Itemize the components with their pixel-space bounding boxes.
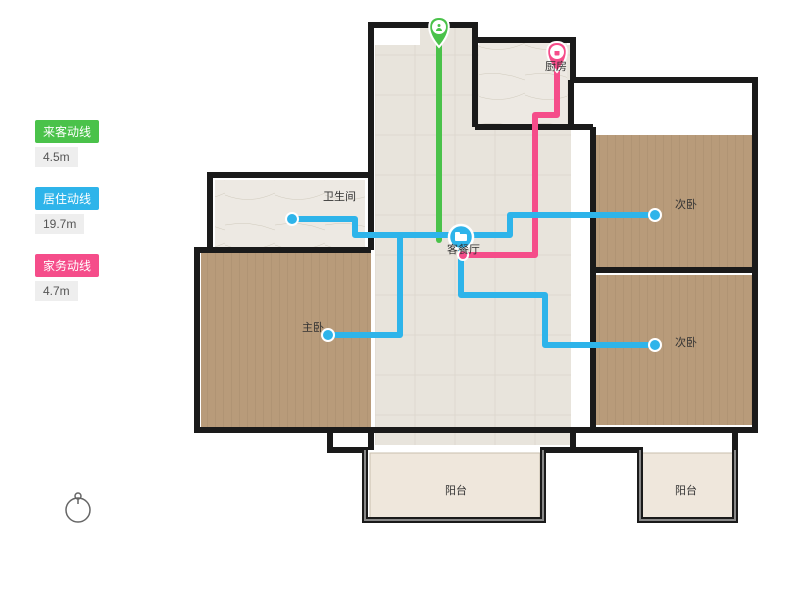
legend-housework: 家务动线 4.7m	[35, 254, 99, 301]
compass-icon	[60, 490, 96, 531]
svg-text:客餐厅: 客餐厅	[447, 242, 480, 256]
legend-living-value: 19.7m	[35, 214, 84, 234]
legend-housework-label: 家务动线	[35, 254, 99, 277]
legend-guest: 来客动线 4.5m	[35, 120, 99, 167]
legend-living: 居住动线 19.7m	[35, 187, 99, 234]
legend-guest-value: 4.5m	[35, 147, 78, 167]
legend-guest-label: 来客动线	[35, 120, 99, 143]
legend-living-label: 居住动线	[35, 187, 99, 210]
floorplan-svg: 厨房卫生间客餐厅主卧次卧次卧阳台阳台	[175, 15, 785, 575]
svg-text:阳台: 阳台	[675, 483, 697, 497]
svg-text:次卧: 次卧	[675, 197, 697, 211]
svg-text:厨房: 厨房	[545, 60, 567, 73]
svg-text:卫生间: 卫生间	[323, 189, 356, 203]
svg-text:次卧: 次卧	[675, 335, 697, 349]
legend: 来客动线 4.5m 居住动线 19.7m 家务动线 4.7m	[35, 120, 99, 321]
svg-text:阳台: 阳台	[445, 483, 467, 497]
svg-text:主卧: 主卧	[302, 321, 324, 334]
legend-housework-value: 4.7m	[35, 281, 78, 301]
floorplan: 厨房卫生间客餐厅主卧次卧次卧阳台阳台	[175, 15, 785, 580]
